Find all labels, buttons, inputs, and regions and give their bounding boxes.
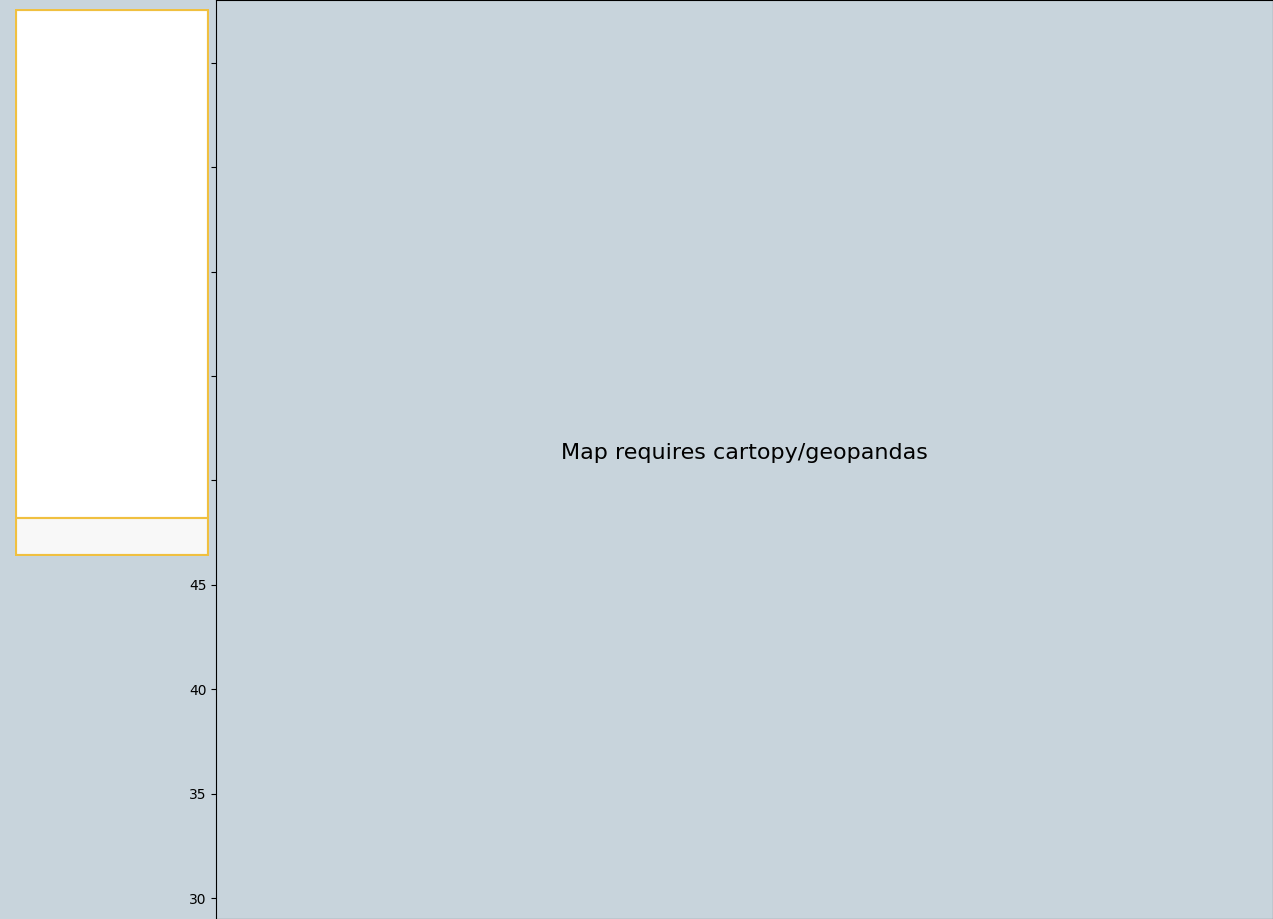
Bar bbox=[31, 265, 57, 302]
Bar bbox=[31, 111, 57, 150]
Bar bbox=[31, 302, 57, 341]
Bar bbox=[31, 150, 57, 187]
Text: 7 %: 7 % bbox=[70, 240, 90, 250]
Text: ◎: ◎ bbox=[171, 51, 181, 64]
Text: 5 %: 5 % bbox=[70, 278, 90, 289]
Text: ∧: ∧ bbox=[107, 529, 117, 544]
Text: > 54 %: > 54 % bbox=[70, 49, 111, 59]
Text: ∧: ∧ bbox=[27, 52, 36, 65]
Bar bbox=[31, 226, 57, 265]
Polygon shape bbox=[31, 471, 50, 491]
FancyBboxPatch shape bbox=[15, 517, 209, 556]
Text: 1 %: 1 % bbox=[70, 355, 90, 365]
Bar bbox=[31, 187, 57, 226]
Text: Layers: Layers bbox=[29, 27, 80, 41]
Text: < 0 %: < 0 % bbox=[70, 393, 103, 403]
Text: 35 %: 35 % bbox=[70, 87, 98, 97]
Bar bbox=[31, 341, 57, 379]
Text: ⋮: ⋮ bbox=[191, 51, 206, 66]
Bar bbox=[31, 417, 57, 456]
Bar bbox=[31, 73, 57, 111]
Text: Bankcode Coverage: Bankcode Coverage bbox=[48, 52, 179, 65]
Bar bbox=[31, 379, 57, 417]
Text: 12 %: 12 % bbox=[70, 202, 98, 212]
Text: No value: No value bbox=[70, 476, 118, 486]
Text: 3 %: 3 % bbox=[70, 316, 90, 326]
Text: Map requires cartopy/geopandas: Map requires cartopy/geopandas bbox=[561, 444, 928, 463]
Text: 28 %: 28 % bbox=[70, 125, 98, 135]
Text: 20 %: 20 % bbox=[70, 164, 98, 174]
FancyBboxPatch shape bbox=[15, 9, 209, 519]
